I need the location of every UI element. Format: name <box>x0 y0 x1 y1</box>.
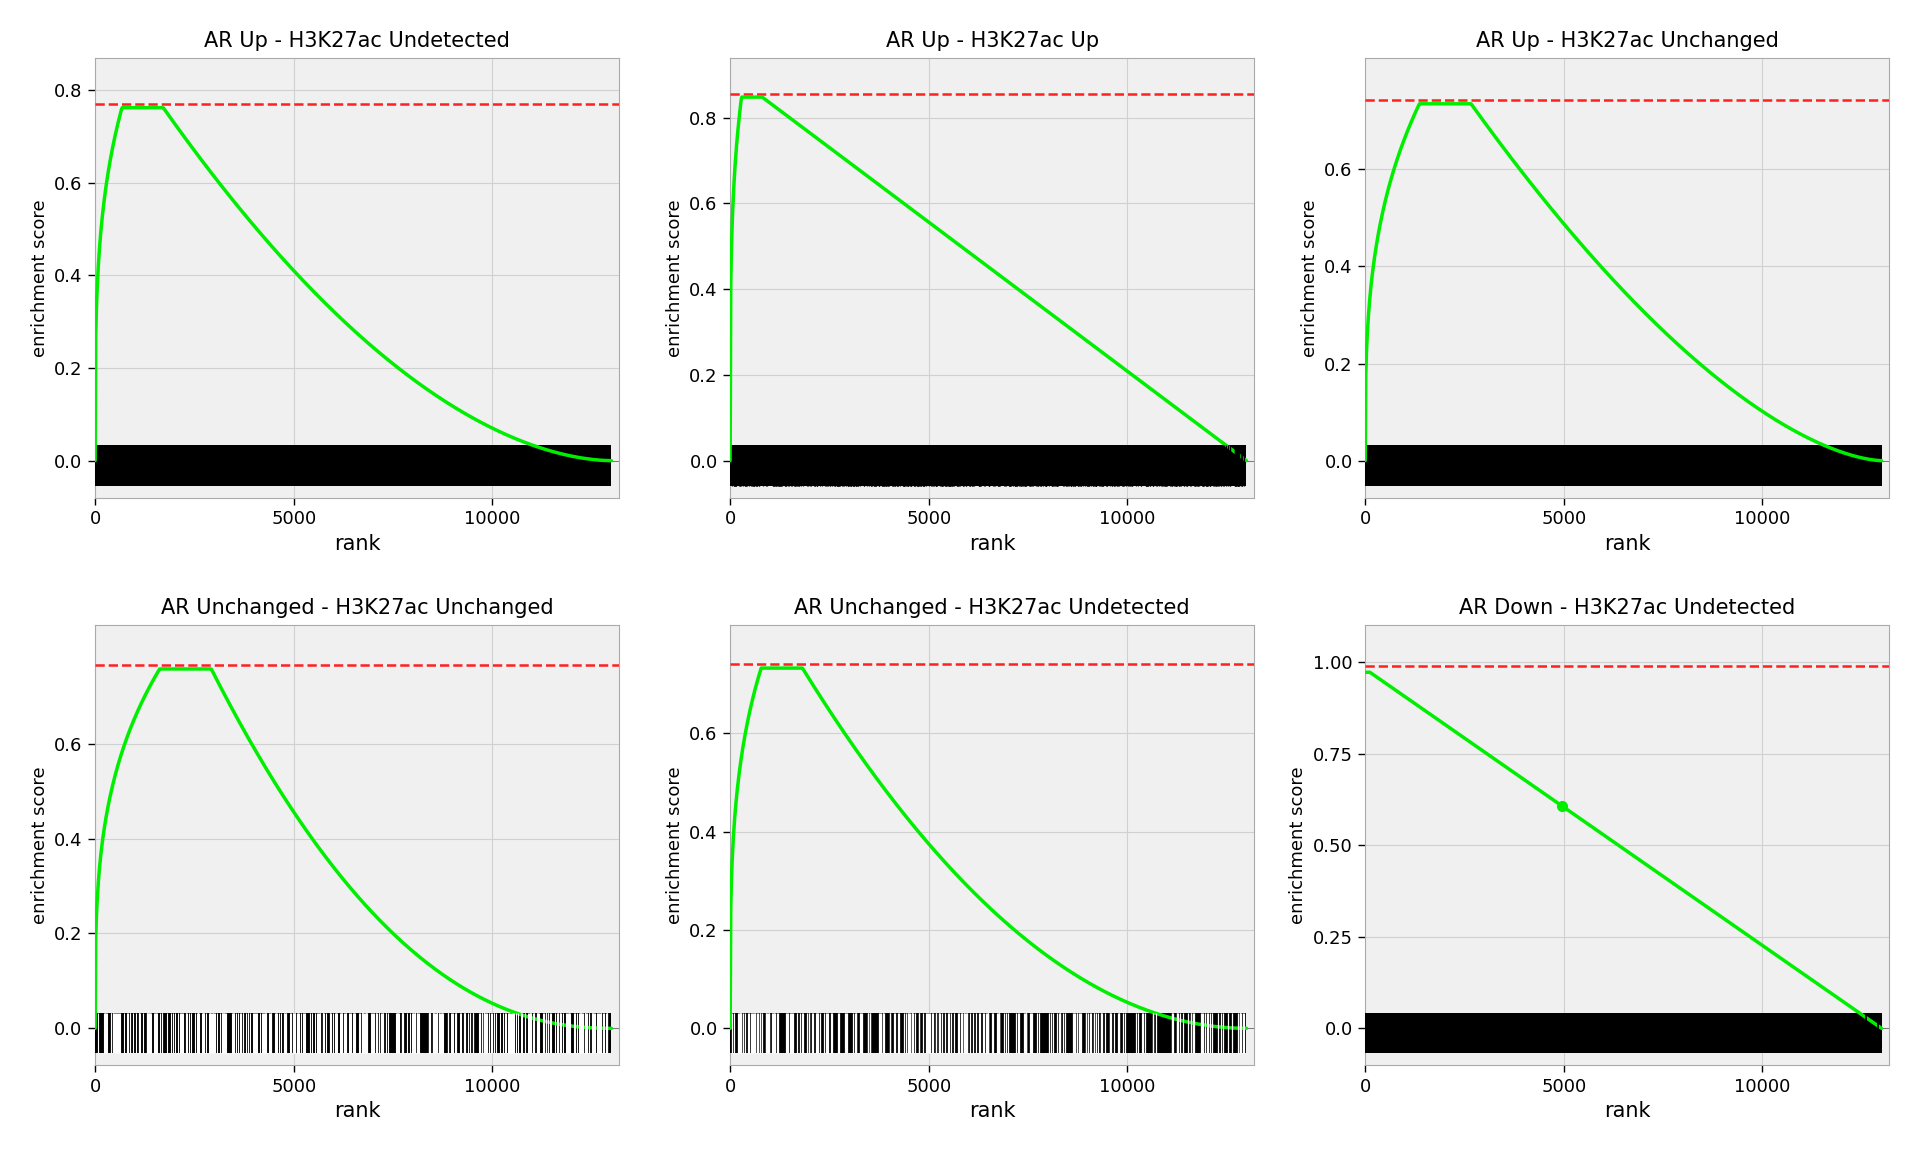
X-axis label: rank: rank <box>970 533 1016 554</box>
Bar <box>1365 1013 1882 1053</box>
Bar <box>96 1013 611 1053</box>
Title: AR Up - H3K27ac Undetected: AR Up - H3K27ac Undetected <box>204 31 511 51</box>
Title: AR Up - H3K27ac Unchanged: AR Up - H3K27ac Unchanged <box>1476 31 1778 51</box>
Title: AR Up - H3K27ac Up: AR Up - H3K27ac Up <box>885 31 1098 51</box>
Y-axis label: enrichment score: enrichment score <box>1300 199 1319 356</box>
Title: AR Down - H3K27ac Undetected: AR Down - H3K27ac Undetected <box>1459 598 1795 619</box>
Y-axis label: enrichment score: enrichment score <box>1288 766 1308 924</box>
X-axis label: rank: rank <box>1603 533 1651 554</box>
Bar <box>730 446 1246 486</box>
Bar <box>96 446 611 486</box>
Y-axis label: enrichment score: enrichment score <box>666 766 684 924</box>
X-axis label: rank: rank <box>334 1101 380 1121</box>
X-axis label: rank: rank <box>970 1101 1016 1121</box>
X-axis label: rank: rank <box>1603 1101 1651 1121</box>
Y-axis label: enrichment score: enrichment score <box>31 766 48 924</box>
Y-axis label: enrichment score: enrichment score <box>666 199 684 356</box>
Y-axis label: enrichment score: enrichment score <box>31 199 48 356</box>
Bar <box>1365 446 1882 486</box>
Bar <box>730 1013 1246 1053</box>
Title: AR Unchanged - H3K27ac Undetected: AR Unchanged - H3K27ac Undetected <box>795 598 1190 619</box>
Title: AR Unchanged - H3K27ac Unchanged: AR Unchanged - H3K27ac Unchanged <box>161 598 553 619</box>
X-axis label: rank: rank <box>334 533 380 554</box>
